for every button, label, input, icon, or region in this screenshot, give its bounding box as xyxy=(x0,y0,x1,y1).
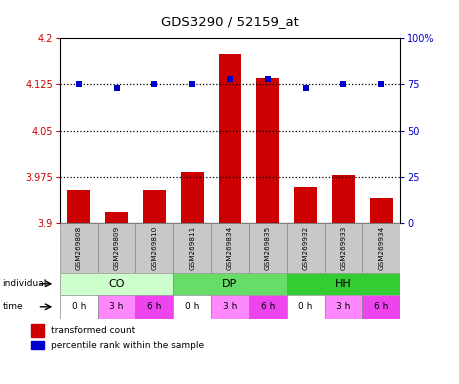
Text: time: time xyxy=(2,302,23,311)
Text: GSM269811: GSM269811 xyxy=(189,225,195,270)
Text: GSM269834: GSM269834 xyxy=(226,225,233,270)
Point xyxy=(188,81,196,88)
Bar xyxy=(248,223,286,273)
Text: individual: individual xyxy=(2,279,46,288)
Text: GSM269934: GSM269934 xyxy=(377,225,383,270)
Bar xyxy=(97,295,135,319)
Text: 0 h: 0 h xyxy=(71,302,86,311)
Text: 6 h: 6 h xyxy=(260,302,274,311)
Bar xyxy=(135,223,173,273)
Bar xyxy=(31,341,44,349)
Bar xyxy=(211,223,248,273)
Bar xyxy=(67,190,90,223)
Text: 6 h: 6 h xyxy=(373,302,388,311)
Bar xyxy=(180,172,203,223)
Point xyxy=(377,81,384,88)
Bar xyxy=(173,223,211,273)
Text: GSM269810: GSM269810 xyxy=(151,225,157,270)
Text: 3 h: 3 h xyxy=(222,302,237,311)
Bar xyxy=(218,54,241,223)
Point xyxy=(226,76,233,82)
Bar xyxy=(60,223,97,273)
Point xyxy=(75,81,82,88)
Text: GDS3290 / 52159_at: GDS3290 / 52159_at xyxy=(161,15,298,28)
Bar xyxy=(135,295,173,319)
Text: HH: HH xyxy=(334,279,351,289)
Text: CO: CO xyxy=(108,279,124,289)
Text: GSM269808: GSM269808 xyxy=(76,225,82,270)
Text: GSM269933: GSM269933 xyxy=(340,225,346,270)
Point xyxy=(263,76,271,82)
Text: 0 h: 0 h xyxy=(185,302,199,311)
Bar xyxy=(286,273,399,295)
Bar xyxy=(60,273,173,295)
Bar xyxy=(286,295,324,319)
Bar xyxy=(362,223,399,273)
Bar xyxy=(97,223,135,273)
Point xyxy=(112,85,120,91)
Point xyxy=(301,85,308,91)
Bar xyxy=(60,295,97,319)
Bar xyxy=(369,198,392,223)
Point xyxy=(151,81,158,88)
Text: 0 h: 0 h xyxy=(298,302,312,311)
Bar xyxy=(324,295,362,319)
Bar xyxy=(248,295,286,319)
Bar xyxy=(105,212,128,223)
Bar xyxy=(331,175,354,223)
Text: GSM269835: GSM269835 xyxy=(264,225,270,270)
Text: DP: DP xyxy=(222,279,237,289)
Point xyxy=(339,81,347,88)
Text: 6 h: 6 h xyxy=(147,302,161,311)
Bar xyxy=(256,78,279,223)
Text: GSM269932: GSM269932 xyxy=(302,225,308,270)
Bar xyxy=(173,273,286,295)
Bar xyxy=(324,223,362,273)
Bar xyxy=(31,324,44,337)
Text: 3 h: 3 h xyxy=(336,302,350,311)
Bar xyxy=(286,223,324,273)
Text: GSM269809: GSM269809 xyxy=(113,225,119,270)
Bar xyxy=(294,187,316,223)
Bar xyxy=(173,295,211,319)
Text: 3 h: 3 h xyxy=(109,302,123,311)
Bar xyxy=(211,295,248,319)
Bar xyxy=(143,190,165,223)
Text: percentile rank within the sample: percentile rank within the sample xyxy=(50,341,203,350)
Text: transformed count: transformed count xyxy=(50,326,134,334)
Bar xyxy=(362,295,399,319)
